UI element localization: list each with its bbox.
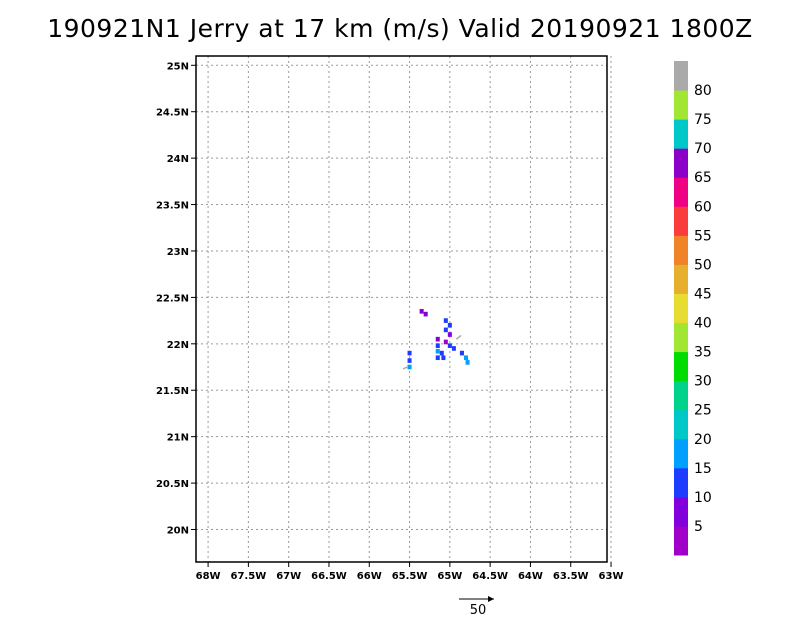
wind-speed-cell	[407, 364, 412, 370]
wind-speed-cell	[443, 339, 448, 345]
x-tick-label: 66.5W	[311, 571, 347, 582]
colorbar-label: 15	[694, 461, 712, 477]
wind-speed-cell	[465, 360, 470, 365]
wind-speed-cell	[463, 355, 468, 361]
wind-speed-cell	[435, 343, 440, 348]
wind-speed-cell	[447, 343, 452, 348]
y-axis: 20N 20.5N 21N 21.5N 22N 22.5N 23N 23.5N 24N 24.5N…	[156, 61, 196, 537]
reference-arrow-head	[488, 596, 494, 602]
colorbar-label: 60	[694, 199, 712, 215]
reference-vector: 50	[459, 596, 494, 618]
wind-speed-cell	[419, 309, 424, 314]
y-tick-label: 23N	[167, 247, 189, 258]
wind-speed-cell	[441, 355, 446, 361]
colorbar-swatch	[674, 119, 688, 149]
colorbar-label: 10	[694, 490, 712, 506]
colorbar-swatch	[674, 148, 688, 178]
colorbar-swatch	[674, 322, 688, 353]
wind-speed-cell	[439, 350, 444, 356]
x-tick-label: 67.5W	[231, 571, 267, 582]
colorbar-label: 70	[694, 141, 712, 157]
wind-speed-cell	[407, 350, 412, 356]
colorbar-swatch	[674, 467, 688, 498]
colorbar-label: 20	[694, 432, 712, 448]
y-tick-label: 24.5N	[156, 108, 189, 119]
x-tick-label: 65.5W	[392, 571, 428, 582]
plot-title: 190921N1 Jerry at 17 km (m/s) Valid 2019…	[47, 14, 753, 43]
plot-frame	[195, 55, 608, 563]
y-tick-label: 22N	[167, 340, 189, 351]
wind-speed-cell	[435, 348, 440, 354]
y-tick-label: 21N	[167, 433, 189, 444]
colorbar-swatch	[674, 264, 688, 294]
colorbar-swatch	[674, 351, 688, 382]
colorbar-label: 40	[694, 316, 712, 332]
wind-speed-cell	[459, 350, 464, 356]
colorbar-label: 25	[694, 403, 712, 419]
x-tick-label: 68W	[196, 571, 221, 582]
wind-speed-cell	[447, 332, 452, 337]
colorbar-label: 45	[694, 286, 712, 302]
wind-vector	[455, 334, 462, 340]
colorbar-label: 35	[694, 345, 712, 361]
colorbar-label: 65	[694, 170, 712, 186]
colorbar-label: 55	[694, 228, 712, 244]
wind-speed-cell	[443, 327, 448, 333]
colorbar-label: 5	[694, 519, 703, 535]
wind-speed-cell	[407, 358, 412, 363]
y-tick-label: 23.5N	[156, 201, 189, 212]
colorbar-swatch	[674, 90, 688, 120]
y-tick-label: 20N	[167, 526, 189, 537]
wind-vector	[402, 366, 408, 370]
colorbar-label: 75	[694, 112, 712, 128]
colorbar-swatch	[674, 293, 688, 324]
y-tick-label: 25N	[167, 61, 189, 72]
colorbar-swatch	[674, 496, 688, 527]
y-tick-label: 22.5N	[156, 293, 189, 304]
x-axis: 68W 67.5W 67W 66.5W 66W 65.5W 65W 64.5W 64W 63.5W…	[196, 562, 624, 582]
wind-speed-cell	[443, 318, 448, 323]
x-tick-label: 64W	[518, 571, 543, 582]
x-tick-label: 63.5W	[553, 571, 589, 582]
colorbar-swatch	[674, 409, 688, 440]
colorbar: 5 10 15 20 25 30 35 40 45 50 55 60 65 70 75 80	[674, 61, 712, 556]
colorbar-swatch	[674, 380, 688, 411]
wind-speed-cells	[407, 309, 470, 370]
wind-speed-cell	[423, 311, 428, 317]
x-tick-label: 67W	[276, 571, 301, 582]
colorbar-label: 50	[694, 257, 712, 273]
colorbar-swatch	[674, 177, 688, 207]
colorbar-swatch	[674, 206, 688, 236]
wind-speed-cell	[435, 336, 440, 342]
x-tick-label: 64.5W	[472, 571, 508, 582]
colorbar-swatch	[674, 438, 688, 469]
wind-vectors	[402, 334, 462, 370]
wind-speed-cell	[435, 355, 440, 361]
x-tick-label: 66W	[357, 571, 382, 582]
wind-speed-cell	[451, 346, 456, 351]
y-tick-label: 20.5N	[156, 479, 189, 490]
lat-lon-grid	[196, 56, 612, 562]
colorbar-label: 30	[694, 374, 712, 390]
x-tick-label: 65W	[437, 571, 462, 582]
colorbar-swatch	[674, 235, 688, 265]
wind-speed-cell	[447, 322, 452, 328]
colorbar-swatch	[674, 61, 688, 91]
colorbar-label: 80	[694, 83, 712, 99]
y-tick-label: 24N	[167, 154, 189, 165]
reference-vector-label: 50	[470, 603, 487, 618]
colorbar-swatch	[674, 525, 688, 556]
x-tick-label: 63W	[599, 571, 624, 582]
y-tick-label: 21.5N	[156, 386, 189, 397]
